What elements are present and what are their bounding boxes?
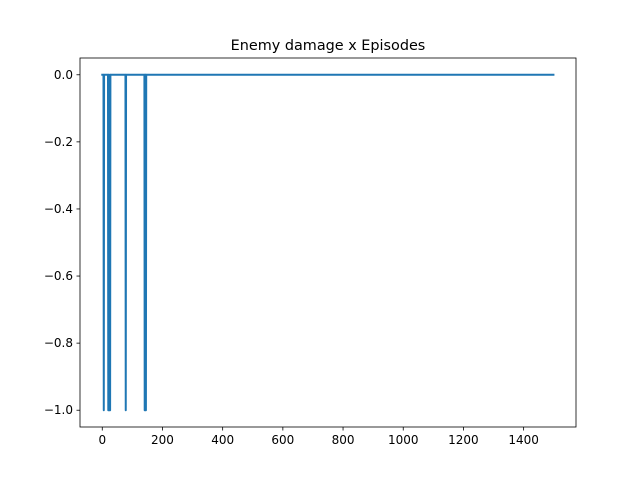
axes-frame	[79, 57, 577, 428]
x-tick-label: 0	[98, 433, 106, 447]
y-tick-label: −0.6	[44, 269, 73, 283]
y-tick-label: 0.0	[54, 68, 73, 82]
x-tick-label: 1400	[508, 433, 539, 447]
chart-title: Enemy damage x Episodes	[231, 38, 426, 54]
x-tick-label: 800	[332, 433, 355, 447]
y-tick-label: −1.0	[44, 403, 73, 417]
x-tick-label: 400	[211, 433, 234, 447]
axes: 0 200 400 600 800 1000 1200 1400 0.0 −0.2 −0.4 −0.6…	[44, 57, 577, 447]
x-tick-label: 1200	[448, 433, 479, 447]
x-tick-label: 600	[271, 433, 294, 447]
series-line-0	[101, 73, 555, 412]
x-tick-label: 200	[151, 433, 174, 447]
x-tick-label: 1000	[388, 433, 419, 447]
plot-area	[101, 73, 555, 412]
y-tick-label: −0.4	[44, 202, 73, 216]
y-tick-label: −0.8	[44, 336, 73, 350]
y-tick-label: −0.2	[44, 135, 73, 149]
